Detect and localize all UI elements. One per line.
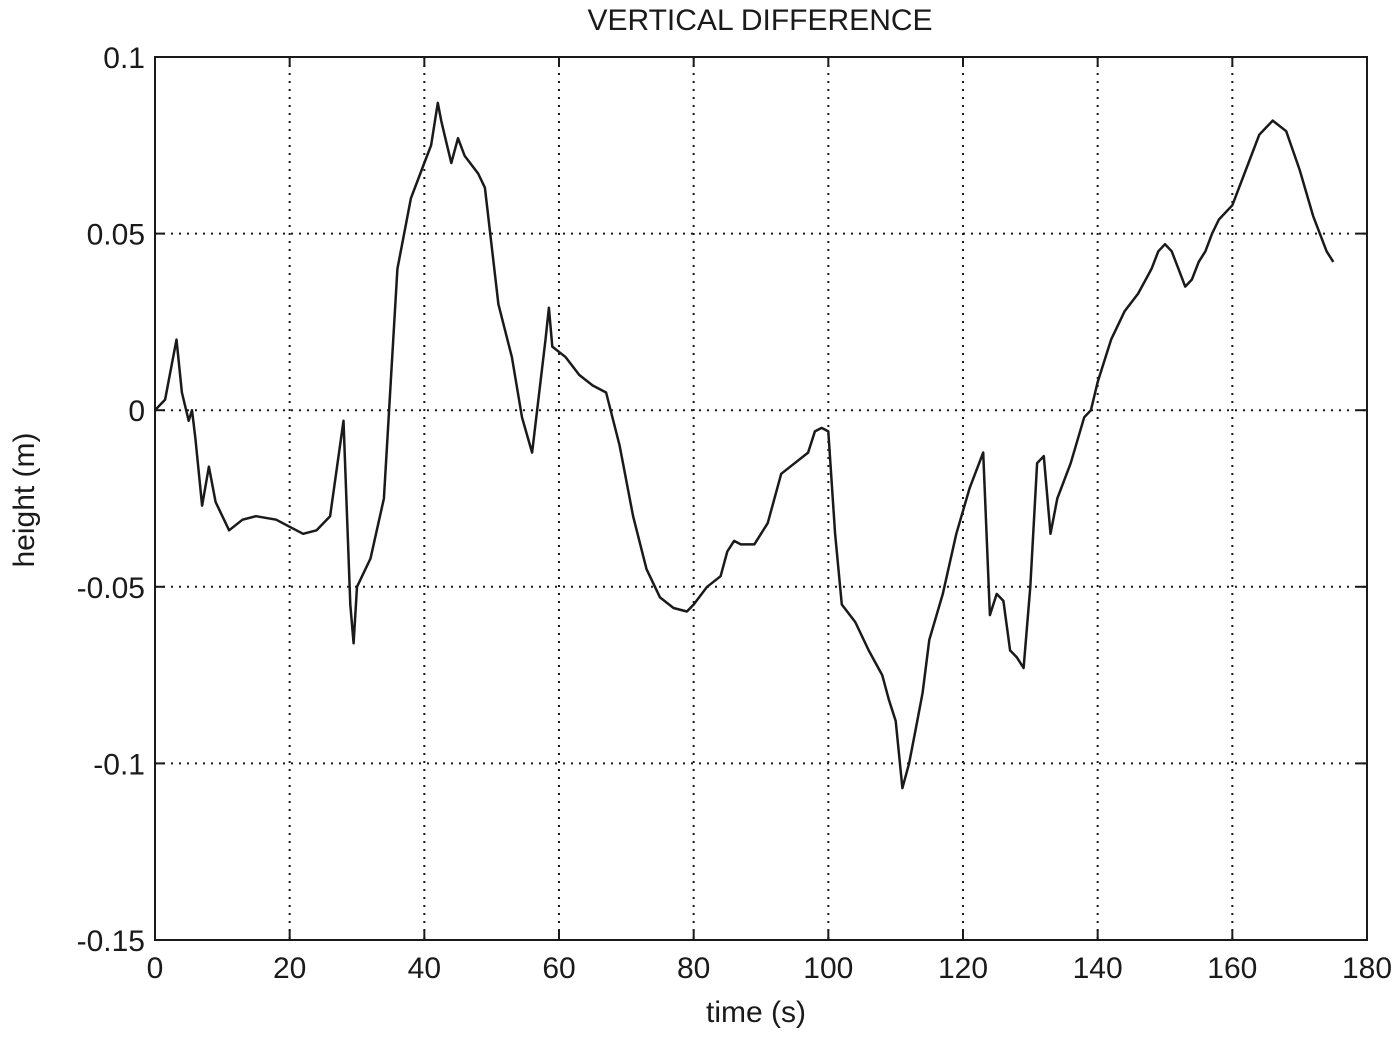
y-axis-label: height (m) (8, 432, 41, 567)
plot-frame (154, 56, 1368, 941)
x-tick-label: 0 (147, 952, 164, 985)
x-tick-label: 120 (938, 952, 988, 985)
y-tick-label: -0.1 (93, 748, 145, 781)
x-tick-label: 80 (677, 952, 710, 985)
x-tick-label: 20 (273, 952, 306, 985)
data-series (154, 101, 1335, 790)
x-tick-label: 40 (408, 952, 441, 985)
y-tick-label: -0.15 (77, 925, 145, 958)
y-tick-label: 0.05 (87, 219, 145, 252)
chart-title: VERTICAL DIFFERENCE (587, 4, 932, 37)
axis-ticks: 0 20 40 60 80 100 120 140 160 180 0.1 0.05 0 -0.05 -0.… (77, 42, 1392, 985)
x-tick-label: 140 (1073, 952, 1123, 985)
series-line (154, 101, 1335, 790)
x-tick-label: 100 (803, 952, 853, 985)
y-tick-label: 0 (128, 395, 145, 428)
x-axis-label: time (s) (706, 996, 806, 1029)
y-tick-label: -0.05 (77, 572, 145, 605)
x-tick-label: 60 (542, 952, 575, 985)
x-tick-label: 180 (1342, 952, 1392, 985)
x-tick-label: 160 (1207, 952, 1257, 985)
y-tick-label: 0.1 (103, 42, 145, 75)
